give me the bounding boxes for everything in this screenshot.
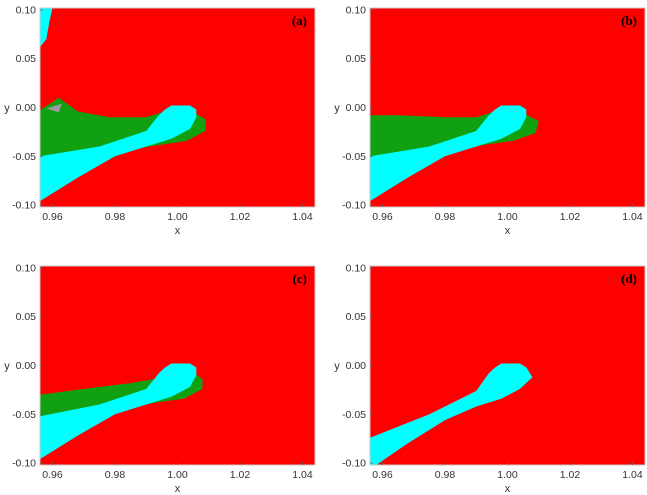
y-tick-label: 0.00: [346, 360, 367, 372]
cyan-region-2: [370, 105, 527, 202]
y-axis-label: y: [334, 361, 340, 373]
x-axis-label: x: [505, 225, 511, 237]
y-tick-label: 0.10: [346, 262, 367, 274]
x-tick-label: 0.98: [435, 469, 456, 481]
y-tick-label: -0.05: [342, 151, 366, 163]
x-axis-label: x: [175, 483, 181, 495]
panel-label: (c): [293, 271, 307, 286]
panel-b: 0.96 0.98 1.00 1.02 1.04 0.10 0.05 0.00 -0.05 -0.…: [334, 4, 646, 237]
x-tick-label: 1.04: [622, 469, 643, 481]
x-tick-label: 1.04: [292, 469, 313, 481]
x-tick-label: 1.00: [497, 211, 518, 223]
cyan-region-1: [370, 363, 533, 465]
regions: [370, 105, 539, 202]
y-tick-label: -0.05: [12, 409, 36, 421]
panel-label: (d): [621, 271, 637, 286]
y-axis-label: y: [334, 103, 340, 115]
cyan-region-4: [40, 105, 197, 202]
y-tick-label: 0.10: [346, 4, 367, 16]
x-tick-label: 1.02: [560, 211, 581, 223]
y-axis-label: y: [4, 103, 10, 115]
x-tick-label: 0.98: [105, 211, 126, 223]
y-axis-label: y: [4, 361, 10, 373]
x-tick-label: 1.02: [230, 469, 251, 481]
y-tick-label: -0.05: [342, 409, 366, 421]
y-tick-label: 0.00: [16, 102, 37, 114]
panel-a: 0.96 0.98 1.00 1.02 1.04 0.10 0.05 0.00 -0.05 -0.…: [4, 4, 316, 237]
y-tick-label: -0.10: [342, 200, 366, 212]
x-axis-label: x: [175, 225, 181, 237]
x-tick-label: 0.96: [42, 211, 63, 223]
regions: [40, 363, 203, 460]
y-tick-label: 0.05: [346, 53, 367, 65]
y-tick-label: 0.00: [16, 360, 37, 372]
x-tick-label: 0.96: [372, 469, 393, 481]
x-tick-label: 0.98: [105, 469, 126, 481]
cyan-region-3: [40, 8, 53, 47]
x-tick-label: 0.98: [435, 211, 456, 223]
y-tick-label: -0.10: [12, 200, 36, 212]
panel-label: (b): [621, 13, 637, 28]
y-tick-label: -0.10: [12, 458, 36, 470]
x-tick-label: 0.96: [42, 469, 63, 481]
y-tick-label: 0.00: [346, 102, 367, 114]
gray-region-2: [46, 103, 62, 113]
y-tick-label: 0.10: [16, 4, 37, 16]
panel-d: 0.96 0.98 1.00 1.02 1.04 0.10 0.05 0.00 -0.05 -0.…: [334, 262, 646, 495]
x-tick-label: 1.00: [167, 469, 188, 481]
panel-label: (a): [292, 13, 307, 28]
x-tick-label: 1.02: [230, 211, 251, 223]
x-tick-label: 0.96: [372, 211, 393, 223]
x-axis-label: x: [505, 483, 511, 495]
y-tick-label: 0.05: [16, 311, 37, 323]
x-tick-label: 1.00: [167, 211, 188, 223]
y-tick-label: -0.10: [342, 458, 366, 470]
x-tick-label: 1.04: [622, 211, 643, 223]
x-tick-label: 1.04: [292, 211, 313, 223]
y-tick-label: 0.05: [16, 53, 37, 65]
panel-c: 0.96 0.98 1.00 1.02 1.04 0.10 0.05 0.00 -0.05 -0.…: [4, 262, 316, 495]
regions: [40, 8, 206, 202]
x-tick-label: 1.02: [560, 469, 581, 481]
x-tick-label: 1.00: [497, 469, 518, 481]
cyan-region-2: [40, 363, 197, 460]
regions: [370, 363, 533, 465]
y-tick-label: 0.10: [16, 262, 37, 274]
y-tick-label: 0.05: [346, 311, 367, 323]
y-tick-label: -0.05: [12, 151, 36, 163]
